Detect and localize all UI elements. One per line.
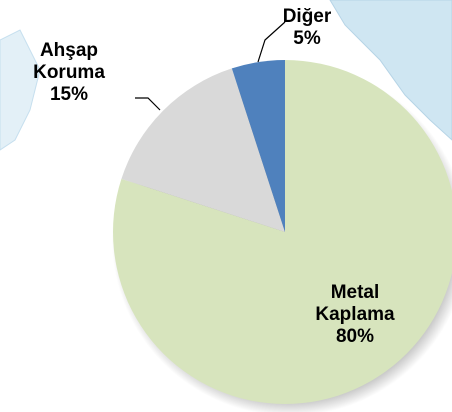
category-label: Diğer <box>282 6 332 27</box>
leader-line <box>257 21 286 63</box>
category-label: Metal Kaplama <box>315 282 395 325</box>
pie-slice <box>112 60 452 404</box>
map-shape <box>329 0 452 141</box>
value-label: 80% <box>335 326 375 347</box>
slice-label: Diğer 5% <box>262 6 352 50</box>
pie-slice <box>231 60 285 232</box>
slice-label: Ahşap Koruma 15% <box>14 40 124 106</box>
map-shape <box>0 29 41 151</box>
leader-line <box>135 97 161 111</box>
slice-label: Metal Kaplama 80% <box>300 282 410 348</box>
pie-slice <box>121 68 286 233</box>
category-label: Ahşap Koruma <box>33 40 105 83</box>
value-label: 15% <box>49 84 89 105</box>
value-label: 5% <box>293 28 321 49</box>
